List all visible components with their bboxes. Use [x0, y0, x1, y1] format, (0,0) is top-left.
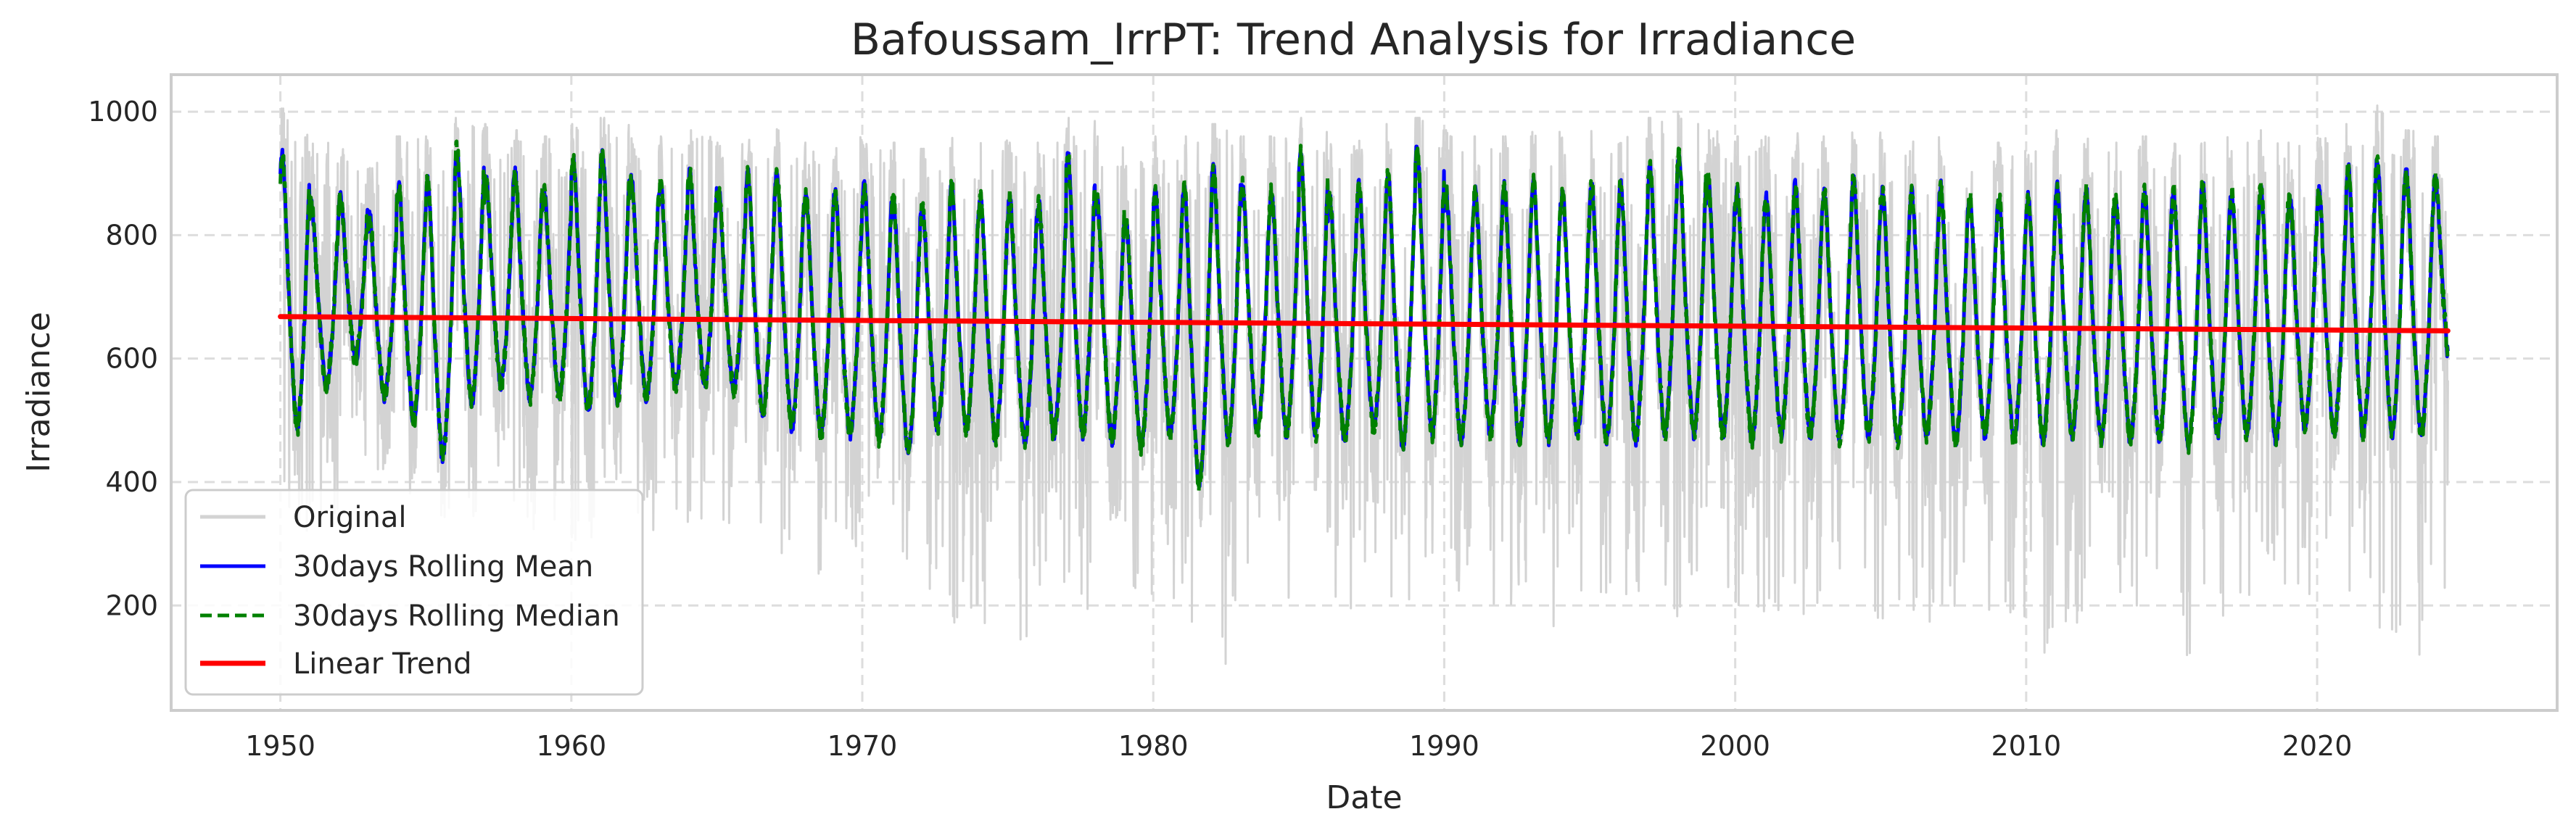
series-linear-trend-line [278, 314, 2451, 333]
y-tick-label: 1000 [88, 96, 158, 128]
plot-frame [170, 73, 2559, 712]
x-tick-label: 1950 [245, 730, 315, 762]
x-tick-label: 1970 [827, 730, 898, 762]
legend-label-rolling-median: 30days Rolling Median [293, 600, 620, 633]
legend-box [184, 489, 644, 696]
x-axis-label: Date [1326, 779, 1402, 816]
y-tick-label: 400 [105, 466, 158, 498]
x-tick-label: 2000 [1700, 730, 1770, 762]
legend-label-linear-trend: Linear Trend [293, 647, 472, 681]
data-series [278, 104, 2451, 665]
x-tick-label: 2010 [1991, 730, 2061, 762]
x-tick-label: 1980 [1118, 730, 1189, 762]
legend-label-original: Original [293, 501, 407, 534]
y-tick-label: 200 [105, 589, 158, 621]
y-tick-label: 800 [105, 219, 158, 251]
x-tick-label: 1990 [1409, 730, 1479, 762]
x-tick-label: 1960 [536, 730, 606, 762]
legend-label-rolling-mean: 30days Rolling Mean [293, 550, 593, 584]
x-tick-label: 2020 [2282, 730, 2353, 762]
legend: Original 30days Rolling Mean 30days Roll… [184, 489, 644, 696]
y-axis-label: Irradiance [20, 312, 57, 473]
series-rolling-median-line [278, 139, 2450, 493]
y-tick-label: 600 [105, 343, 158, 375]
chart-title: Bafoussam_IrrPT: Trend Analysis for Irra… [851, 14, 1856, 65]
tick-labels: 200 400 600 800 1000 1950 1960 1970 1980 1990 2000… [88, 96, 2352, 762]
